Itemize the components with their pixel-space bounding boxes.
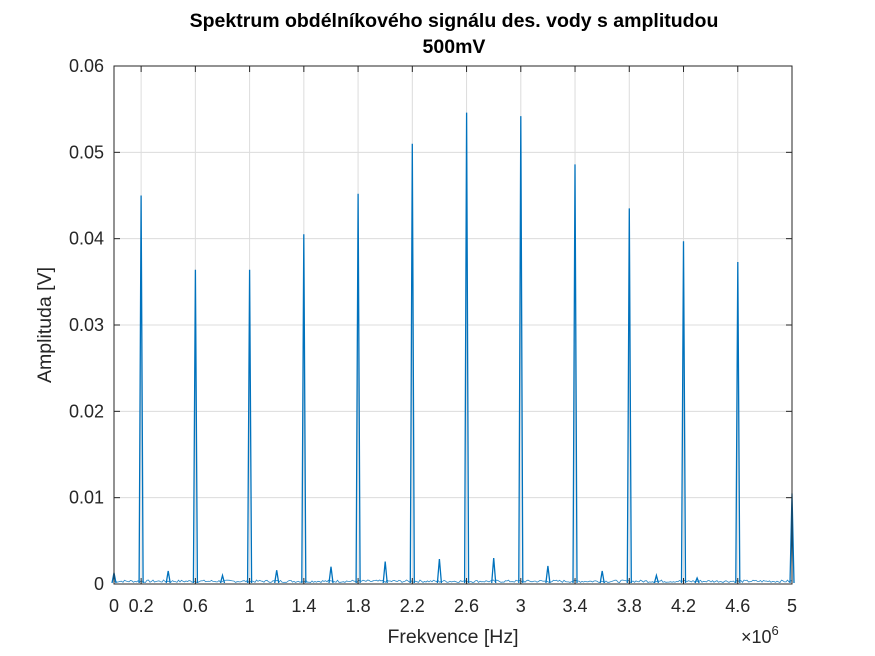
- spectral-peak: [382, 561, 388, 584]
- spectral-peak: [491, 558, 497, 584]
- spectral-peaks: [111, 112, 795, 584]
- x-axis-exponent: ×106: [741, 623, 779, 647]
- y-tick-label: 0.01: [69, 488, 104, 508]
- spectral-peak: [301, 234, 307, 584]
- spectral-peak: [626, 208, 632, 584]
- x-axis-exponent-power: 6: [772, 623, 779, 638]
- x-tick-label: 1.8: [346, 596, 371, 616]
- x-tick-label: 1: [245, 596, 255, 616]
- plot-area: 0 0.2 0.6 1 1.4 1.8 2.2 2.6 3 3.4 3.8 4.2 4.6 5 0 0.01…: [69, 56, 797, 616]
- spectral-peak: [599, 570, 605, 584]
- x-tick-label: 2.6: [454, 596, 479, 616]
- y-axis-label: Amplituda [V]: [34, 267, 56, 383]
- spectral-peak: [219, 572, 226, 584]
- x-tick-label: 5: [787, 596, 797, 616]
- spectral-peak: [572, 164, 578, 584]
- y-axis-ticks: 0 0.01 0.02 0.03 0.04 0.05 0.06: [69, 56, 792, 594]
- spectral-peak: [680, 241, 687, 584]
- spectral-peak: [246, 269, 253, 584]
- x-tick-label: 0.6: [183, 596, 208, 616]
- y-tick-label: 0: [94, 574, 104, 594]
- x-tick-label: 3.4: [563, 596, 588, 616]
- spectral-peak: [694, 576, 700, 584]
- spectral-peak: [138, 195, 144, 584]
- y-tick-label: 0.04: [69, 229, 104, 249]
- y-tick-label: 0.03: [69, 315, 104, 335]
- spectral-peak: [192, 269, 199, 584]
- spectral-peak: [463, 112, 470, 584]
- spectral-peak: [518, 116, 524, 584]
- x-tick-label: 3.8: [617, 596, 642, 616]
- x-tick-label: 1.4: [291, 596, 316, 616]
- x-axis-label: Frekvence [Hz]: [387, 626, 518, 648]
- noise-floor-trace: [113, 579, 793, 584]
- x-tick-label: 3: [516, 596, 526, 616]
- noise-floor: [113, 579, 793, 584]
- spectral-peak: [436, 558, 443, 584]
- x-tick-label: 4.6: [725, 596, 750, 616]
- chart-title-line-2: 500mV: [423, 36, 486, 58]
- x-tick-label: 2.2: [400, 596, 425, 616]
- spectral-peak: [653, 572, 660, 584]
- x-axis-exponent-base: ×10: [741, 627, 772, 647]
- x-axis-ticks: 0 0.2 0.6 1 1.4 1.8 2.2 2.6 3 3.4 3.8 4.2 4.6 5: [109, 66, 797, 616]
- spectral-peak: [355, 193, 361, 584]
- spectral-peak: [328, 566, 334, 584]
- x-tick-label: 0.2: [129, 596, 154, 616]
- spectral-peak: [409, 143, 415, 584]
- x-tick-label: 4.2: [671, 596, 696, 616]
- spectral-peak: [165, 570, 171, 584]
- spectral-peak: [735, 261, 741, 584]
- chart-title-line-1: Spektrum obdélníkového signálu des. vody…: [190, 10, 719, 32]
- spectral-peak: [274, 570, 280, 584]
- y-tick-label: 0.05: [69, 142, 104, 162]
- spectral-peak: [545, 565, 551, 584]
- x-tick-label: 0: [109, 596, 119, 616]
- y-tick-label: 0.02: [69, 401, 104, 421]
- y-tick-label: 0.06: [69, 56, 104, 76]
